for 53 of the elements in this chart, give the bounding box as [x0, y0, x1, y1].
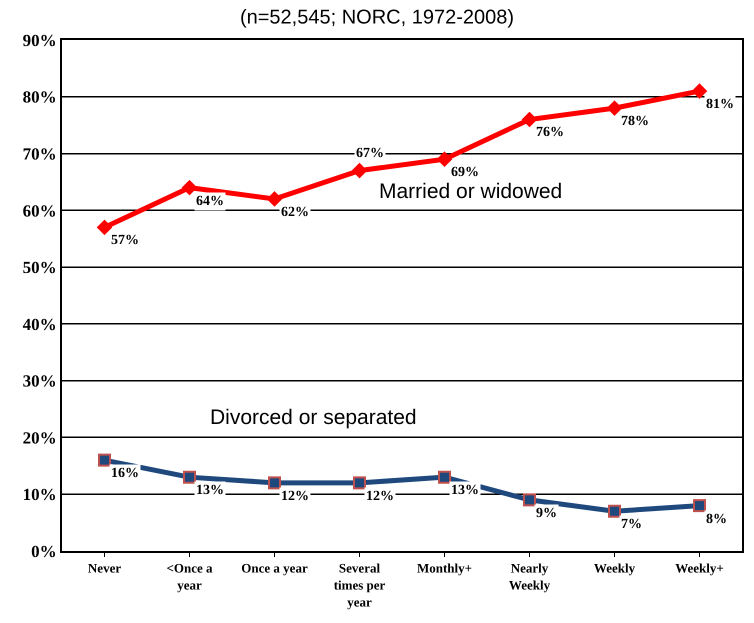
data-label: 13%	[196, 483, 224, 498]
point	[266, 191, 282, 207]
point	[606, 100, 622, 116]
y-tick-label: 60%	[22, 201, 57, 220]
y-tick-label: 20%	[22, 428, 57, 448]
y-tick-label: 0%	[31, 542, 57, 561]
chart-title: (n=52,545; NORC, 1972-2008)	[240, 6, 514, 28]
data-label: 64%	[196, 194, 224, 209]
data-label: 12%	[281, 489, 309, 504]
point	[438, 470, 451, 484]
data-label: 81%	[706, 97, 734, 112]
data-label: 7%	[621, 517, 642, 532]
point	[693, 499, 706, 512]
point	[183, 470, 196, 484]
point	[692, 83, 708, 99]
y-tick-label: 50%	[22, 258, 57, 278]
data-label: 16%	[111, 466, 139, 481]
point	[98, 454, 111, 467]
y-tick-label: 40%	[22, 314, 57, 334]
data-label: 69%	[451, 165, 479, 180]
point	[608, 504, 621, 518]
x-tick-label: Monthly+	[416, 560, 472, 576]
data-label: 9%	[536, 506, 557, 521]
y-tick-label: 90%	[22, 30, 57, 50]
x-tick-label: Never	[88, 560, 122, 576]
y-tick-label: 70%	[22, 144, 57, 164]
annotation: Divorced or separated	[210, 406, 417, 429]
annotation: Married or widowed	[379, 180, 562, 203]
y-tick-label: 80%	[22, 88, 57, 107]
point	[522, 112, 538, 128]
point	[96, 220, 112, 236]
data-label: 8%	[706, 512, 727, 527]
point	[352, 162, 368, 178]
point	[182, 180, 198, 196]
x-tick-label: Several times per year	[334, 560, 386, 610]
data-label: 62%	[281, 205, 309, 220]
x-tick-label: Weekly	[594, 560, 636, 576]
x-tick-label: Nearly Weekly	[508, 560, 551, 592]
data-label: 13%	[451, 483, 479, 498]
point	[268, 476, 281, 490]
y-tick-label: 10%	[22, 485, 57, 504]
y-tick-label: 30%	[22, 372, 57, 391]
point	[353, 476, 366, 490]
data-label: 57%	[111, 233, 139, 248]
data-label: 76%	[536, 125, 564, 140]
x-tick-label: Once a year	[241, 560, 308, 576]
data-label: 12%	[366, 489, 394, 504]
data-label: 67%	[356, 146, 384, 161]
point	[436, 151, 452, 168]
data-label: 78%	[621, 114, 649, 129]
point	[523, 493, 536, 506]
x-tick-label: Weekly+	[675, 560, 724, 576]
x-tick-label: <Once a year	[166, 560, 214, 592]
